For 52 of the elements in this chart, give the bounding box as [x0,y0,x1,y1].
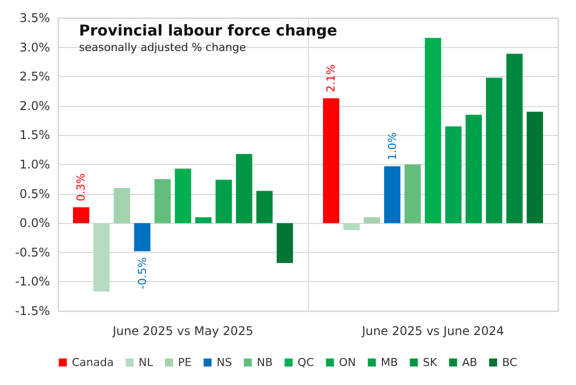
chart-title: Provincial labour force change [79,22,338,40]
bar [424,38,442,224]
y-tick-label: 2.5% [20,70,50,84]
bar [323,98,340,224]
y-tick-label: 3.0% [20,40,50,54]
x-tick-label: June 2025 vs June 2024 [361,324,504,338]
bar [154,179,171,224]
legend-label: AB [462,356,478,369]
bar [364,217,380,224]
legend-label: NB [256,356,273,369]
text: seasonally adjusted % change [79,41,246,54]
legend-label: SK [422,356,438,369]
y-tick-label: 0.5% [20,186,50,201]
legend-label: NL [138,356,154,369]
bar [216,180,232,224]
bar [526,112,543,224]
bar [195,217,212,224]
bar [384,166,400,224]
data-label: 0.3% [74,173,88,202]
bar [174,168,192,224]
bar [114,188,130,224]
legend-label: ON [338,356,356,369]
y-tick-label: -1.5% [15,304,50,318]
bar [466,114,482,224]
bar [486,78,502,224]
bar [506,54,523,224]
y-tick-label: 1.0% [20,158,50,172]
y-tick-label: 2.0% [20,98,50,113]
bar [276,223,293,263]
y-tick-label: 3.5% [20,11,50,25]
bar [343,223,360,230]
bar [256,190,273,224]
y-tick-label: -0.5% [15,245,50,260]
bar [93,223,110,292]
bar [404,164,421,224]
data-label: 2.1% [324,64,338,92]
legend-label: PE [178,356,192,369]
data-label: -0.5% [136,257,149,290]
y-tick-label: -1.0% [15,274,50,289]
legend-label: MB [380,356,398,369]
bar [134,223,150,252]
data-label: 1.0% [386,132,399,160]
bar [73,207,90,224]
bar [445,126,462,224]
legend-label: Canada [72,356,114,369]
y-tick-label: 1.5% [20,128,50,142]
y-tick-label: 0.0% [20,216,50,230]
bar [236,154,252,224]
x-tick-label: June 2025 vs May 2025 [112,324,254,338]
legend-label: QC [298,356,314,369]
legend-label: BC [502,356,518,369]
legend-label: NS [216,356,232,369]
